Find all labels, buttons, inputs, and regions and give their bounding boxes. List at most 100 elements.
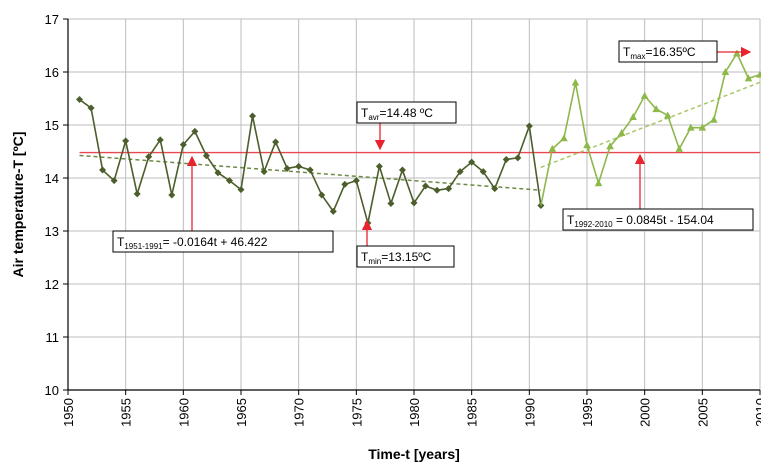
y-tick-label: 10 <box>45 383 59 398</box>
x-tick-label: 2010 <box>753 398 761 427</box>
data-point-diamond <box>145 153 153 161</box>
data-point-diamond <box>422 182 430 190</box>
x-tick-label: 1990 <box>522 398 537 427</box>
annotation-symbol: T <box>567 213 575 227</box>
data-point-diamond <box>202 152 210 160</box>
y-tick-label: 14 <box>45 171 59 186</box>
data-point-diamond <box>272 138 280 146</box>
annotation-subscript: 1992-2010 <box>574 220 613 229</box>
trend-1992-2010-annotation-box <box>562 208 754 231</box>
data-point-triangle <box>640 91 649 99</box>
data-point-triangle <box>629 113 637 121</box>
annotation-subscript: max <box>630 52 645 61</box>
min-annotation-text: Tmin=13.15ºC <box>361 250 432 266</box>
data-point-diamond <box>537 202 545 210</box>
data-point-diamond <box>468 158 476 166</box>
y-tick-label: 16 <box>45 65 59 80</box>
reference-lines <box>79 81 761 191</box>
data-point-triangle <box>583 141 591 149</box>
data-point-diamond <box>387 199 395 207</box>
annotation-subscript: avr <box>368 113 379 122</box>
annotation-value: = -0.0164t + 46.422 <box>163 235 268 249</box>
y-tick-label: 12 <box>45 277 59 292</box>
x-axis-label: Time-t [years] <box>368 446 460 462</box>
data-point-diamond <box>398 166 406 174</box>
data-point-diamond <box>375 162 383 170</box>
annotation-symbol: T <box>361 250 369 264</box>
data-point-diamond <box>99 166 107 174</box>
data-point-triangle <box>687 123 695 131</box>
data-point-diamond <box>179 141 187 149</box>
data-point-diamond <box>295 162 303 170</box>
data-point-diamond <box>133 190 141 198</box>
annotation-symbol: T <box>117 235 125 249</box>
data-point-diamond <box>479 168 487 176</box>
data-point-diamond <box>306 166 314 174</box>
data-point-triangle <box>663 111 672 119</box>
data-point-triangle <box>698 123 707 131</box>
data-point-diamond <box>122 137 130 145</box>
data-point-triangle <box>560 134 568 142</box>
data-point-triangle <box>744 74 753 82</box>
data-point-diamond <box>491 185 499 193</box>
data-point-triangle <box>733 49 741 57</box>
x-tick-label: 1985 <box>465 398 480 427</box>
annotations: Tavr=14.48 ºCTmax=16.35ºCTmin=13.15ºCT19… <box>112 40 754 268</box>
data-series <box>76 49 761 227</box>
data-point-diamond <box>514 154 522 162</box>
data-point-triangle <box>571 78 580 86</box>
data-point-diamond <box>364 219 372 227</box>
data-point-diamond <box>329 207 337 215</box>
trend-1951-1991-annotation-text: T1951-1991= -0.0164t + 46.422 <box>117 235 268 251</box>
y-tick-label: 17 <box>45 12 59 27</box>
data-point-diamond <box>525 122 533 130</box>
axes <box>63 18 761 395</box>
data-point-triangle <box>710 115 718 123</box>
data-point-triangle <box>617 128 626 136</box>
y-tick-label: 11 <box>46 330 60 345</box>
annotation-value: =14.48 ºC <box>379 106 433 120</box>
data-point-diamond <box>433 186 441 194</box>
annotation-subscript: min <box>368 257 381 266</box>
data-point-triangle <box>756 70 761 78</box>
annotation-value: =13.15ºC <box>381 250 431 264</box>
tick-labels: 1950 1955 1960 1965 1970 1975 1980 1985 1990 1995… <box>45 12 761 427</box>
data-point-diamond <box>456 168 464 176</box>
data-point-diamond <box>237 186 245 194</box>
series-2-line <box>540 52 761 206</box>
data-point-diamond <box>318 191 326 199</box>
data-point-diamond <box>87 104 95 112</box>
data-point-triangle <box>594 179 603 187</box>
data-point-diamond <box>445 185 453 193</box>
data-point-diamond <box>168 191 176 199</box>
x-tick-label: 1980 <box>407 398 422 427</box>
data-point-diamond <box>352 177 360 185</box>
data-point-diamond <box>260 168 268 176</box>
x-tick-label: 1995 <box>580 398 595 427</box>
data-point-diamond <box>214 169 222 177</box>
avg-annotation-text: Tavr=14.48 ºC <box>361 106 433 122</box>
data-point-triangle <box>652 105 660 113</box>
y-axis-label: Air temperature-T [ºC] <box>10 132 26 278</box>
y-tick-label: 15 <box>45 118 59 133</box>
data-point-diamond <box>502 155 510 163</box>
max-annotation-box <box>618 40 718 63</box>
data-point-triangle <box>606 142 614 150</box>
x-tick-label: 1965 <box>234 398 249 427</box>
y-tick-label: 13 <box>45 224 59 239</box>
data-point-diamond <box>76 96 84 104</box>
x-tick-label: 1960 <box>176 398 191 427</box>
x-tick-label: 2005 <box>695 398 710 427</box>
max-annotation-text: Tmax=16.35ºC <box>623 45 696 61</box>
data-point-triangle <box>675 144 684 152</box>
data-point-triangle <box>721 68 730 75</box>
x-tick-label: 1955 <box>119 398 134 427</box>
data-point-diamond <box>341 180 349 188</box>
data-point-diamond <box>156 136 164 144</box>
x-tick-label: 2000 <box>638 398 653 427</box>
min-annotation-box <box>356 245 455 268</box>
data-point-diamond <box>110 177 118 185</box>
trend-1992-2010-annotation-text: T1992-2010 = 0.0845t - 154.04 <box>567 213 714 229</box>
annotation-symbol: T <box>361 106 369 120</box>
